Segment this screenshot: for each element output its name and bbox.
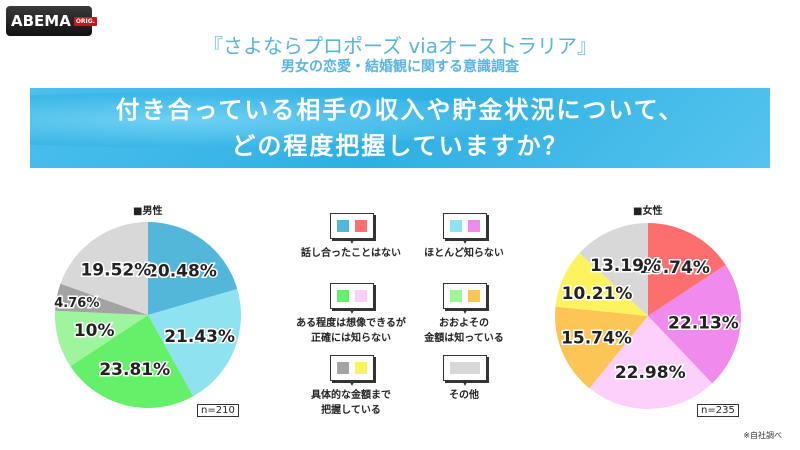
legend-swatch bbox=[337, 290, 349, 302]
legend-swatch-box bbox=[443, 213, 487, 244]
legend-swatch bbox=[355, 362, 367, 374]
pie-slice bbox=[70, 315, 194, 408]
page-title: 『さよならプロポーズ viaオーストラリア』 bbox=[202, 34, 597, 58]
question-line-1: 付き合っている相手の収入や貯金状況について、 bbox=[115, 96, 685, 124]
pie-slice bbox=[579, 223, 648, 316]
female-pie-chart: 15.74% 22.13% 22.98% 15.74% 10.21% 13.19% bbox=[555, 223, 741, 409]
pie-slice bbox=[55, 283, 148, 315]
legend-label: ある程度は想像できるが 正確には知らない bbox=[296, 318, 406, 344]
pie-data-label: 4.76% bbox=[54, 296, 99, 311]
abema-logo: ABEMA ORIG. bbox=[6, 6, 97, 36]
pie-slice bbox=[555, 253, 648, 316]
legend-swatch-box bbox=[330, 283, 374, 314]
pie-slice bbox=[555, 306, 648, 389]
legend-label: 話し合ったことはない bbox=[301, 248, 401, 259]
legend-swatch bbox=[450, 220, 462, 232]
pie-data-label: 22.98% bbox=[615, 363, 686, 383]
male-pie-chart: 20.48% 21.43% 23.81% 10% 4.76% 19.52% bbox=[53, 222, 241, 408]
pie-data-label: 15.74% bbox=[639, 258, 710, 278]
pie-data-label: 20.48% bbox=[146, 261, 217, 281]
legend-label: おおよその 金額は知っている bbox=[424, 318, 504, 344]
pie-slice bbox=[648, 223, 726, 316]
male-sample-size: n=210 bbox=[197, 404, 239, 417]
page-subtitle: 男女の恋愛・結婚観に関する意識調査 bbox=[281, 59, 519, 75]
legend-swatch bbox=[337, 220, 349, 232]
pie-data-label: 13.19% bbox=[590, 256, 661, 276]
legend-label: ほとんど知らない bbox=[424, 248, 504, 259]
legend-swatch bbox=[355, 290, 367, 302]
question-banner: 付き合っている相手の収入や貯金状況について、 どの程度把握していますか？ bbox=[30, 88, 770, 168]
legend-swatch bbox=[468, 290, 480, 302]
legend-swatch bbox=[355, 220, 367, 232]
legend-swatch-box bbox=[330, 355, 374, 386]
pie-data-label: 23.81% bbox=[99, 360, 170, 380]
legend-swatch bbox=[450, 362, 480, 374]
female-sample-size: n=235 bbox=[697, 404, 739, 417]
legend-swatch-box bbox=[443, 355, 487, 386]
pie-data-label: 15.74% bbox=[561, 328, 632, 348]
legend-swatch-box bbox=[330, 213, 374, 244]
female-pie-title: ■女性 bbox=[633, 206, 663, 217]
pie-slice bbox=[589, 316, 713, 409]
legend-label: 具体的な金額まで 把握している bbox=[311, 390, 391, 416]
male-pie-title: ■男性 bbox=[133, 206, 163, 217]
legend-swatch bbox=[468, 220, 480, 232]
legend-swatch bbox=[450, 290, 462, 302]
logo-text: ABEMA bbox=[11, 12, 71, 30]
footnote: ※自社調べ bbox=[743, 431, 782, 440]
pie-slice bbox=[60, 222, 148, 315]
legend-swatch-box bbox=[443, 283, 487, 314]
pie-slice bbox=[148, 288, 241, 397]
pie-slice bbox=[148, 222, 238, 315]
pie-slice bbox=[54, 310, 148, 367]
pie-data-label: 19.52% bbox=[80, 260, 151, 280]
legend-swatch bbox=[337, 362, 349, 374]
question-line-2: どの程度把握していますか？ bbox=[231, 132, 569, 160]
pie-data-label: 21.43% bbox=[164, 327, 235, 347]
pie-data-label: 22.13% bbox=[668, 313, 739, 333]
pie-data-label: 10% bbox=[74, 321, 115, 341]
logo-badge: ORIG. bbox=[73, 16, 97, 26]
legend-label: その他 bbox=[449, 390, 479, 401]
pie-slice bbox=[648, 264, 741, 384]
pie-data-label: 10.21% bbox=[562, 284, 633, 304]
